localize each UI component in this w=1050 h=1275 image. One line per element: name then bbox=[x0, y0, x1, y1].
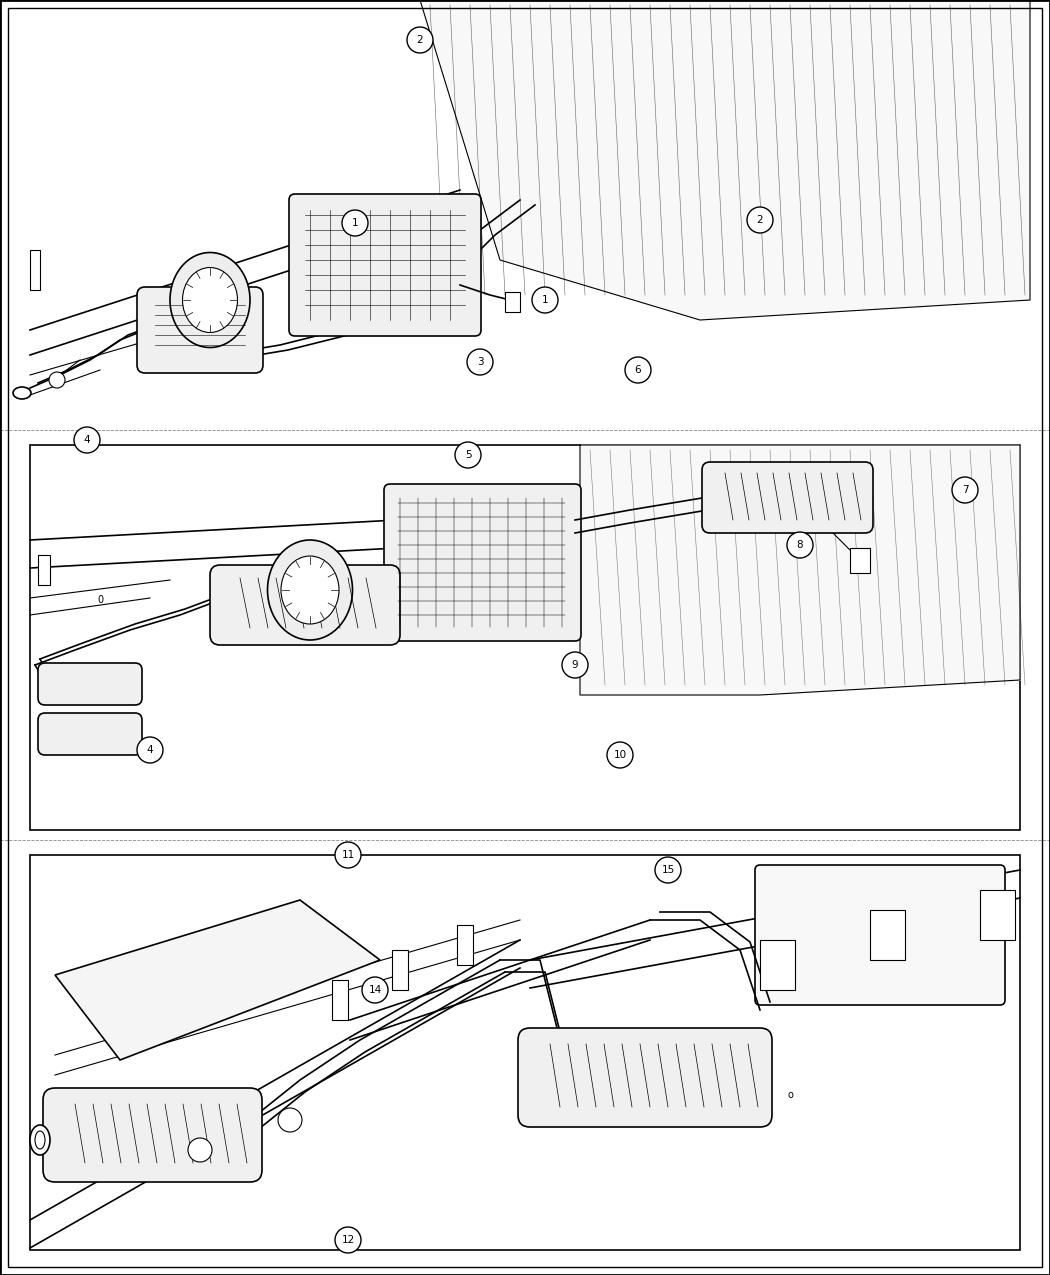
Bar bbox=[30, 250, 40, 289]
Circle shape bbox=[655, 857, 681, 884]
Circle shape bbox=[788, 532, 813, 558]
Text: 10: 10 bbox=[613, 750, 627, 760]
Bar bbox=[332, 980, 348, 1020]
Text: 9: 9 bbox=[571, 660, 579, 669]
Text: 4: 4 bbox=[84, 435, 90, 445]
FancyBboxPatch shape bbox=[289, 194, 481, 337]
Text: 0: 0 bbox=[97, 595, 103, 606]
Polygon shape bbox=[420, 0, 1030, 320]
Circle shape bbox=[74, 427, 100, 453]
Text: 2: 2 bbox=[417, 34, 423, 45]
FancyBboxPatch shape bbox=[702, 462, 873, 533]
FancyBboxPatch shape bbox=[755, 864, 1005, 1005]
Text: 1: 1 bbox=[542, 295, 548, 305]
Circle shape bbox=[362, 977, 388, 1003]
Circle shape bbox=[562, 652, 588, 678]
Ellipse shape bbox=[281, 556, 339, 623]
Text: 7: 7 bbox=[962, 484, 968, 495]
Ellipse shape bbox=[30, 1125, 50, 1155]
Text: 11: 11 bbox=[341, 850, 355, 861]
Text: 5: 5 bbox=[465, 450, 471, 460]
Circle shape bbox=[278, 1108, 302, 1132]
FancyBboxPatch shape bbox=[43, 1088, 262, 1182]
Circle shape bbox=[335, 1227, 361, 1253]
Bar bbox=[505, 292, 520, 312]
Circle shape bbox=[335, 842, 361, 868]
Text: 6: 6 bbox=[634, 365, 642, 375]
Circle shape bbox=[188, 1139, 212, 1162]
Bar bbox=[870, 910, 905, 960]
Text: 12: 12 bbox=[341, 1235, 355, 1244]
Polygon shape bbox=[580, 445, 1020, 695]
Ellipse shape bbox=[35, 1131, 45, 1149]
Text: 15: 15 bbox=[662, 864, 674, 875]
Circle shape bbox=[407, 27, 433, 54]
Text: 4: 4 bbox=[147, 745, 153, 755]
Polygon shape bbox=[55, 900, 380, 1060]
FancyBboxPatch shape bbox=[38, 663, 142, 705]
Ellipse shape bbox=[13, 388, 32, 399]
Circle shape bbox=[455, 442, 481, 468]
Bar bbox=[38, 555, 50, 585]
Ellipse shape bbox=[268, 541, 353, 640]
FancyBboxPatch shape bbox=[518, 1028, 772, 1127]
FancyBboxPatch shape bbox=[384, 484, 581, 641]
Circle shape bbox=[532, 287, 558, 312]
Circle shape bbox=[747, 207, 773, 233]
Circle shape bbox=[625, 357, 651, 382]
Bar bbox=[760, 940, 795, 989]
Bar bbox=[980, 890, 1015, 940]
FancyBboxPatch shape bbox=[38, 713, 142, 755]
Circle shape bbox=[952, 477, 978, 504]
Ellipse shape bbox=[170, 252, 250, 348]
Circle shape bbox=[49, 372, 65, 388]
Bar bbox=[30, 856, 1020, 1250]
Bar bbox=[392, 950, 408, 989]
FancyBboxPatch shape bbox=[136, 287, 262, 374]
Bar bbox=[850, 548, 870, 572]
Circle shape bbox=[607, 742, 633, 768]
Text: 2: 2 bbox=[757, 215, 763, 224]
Bar bbox=[30, 445, 1020, 830]
Text: o: o bbox=[788, 1090, 793, 1100]
Text: 3: 3 bbox=[477, 357, 483, 367]
Ellipse shape bbox=[183, 268, 237, 333]
Circle shape bbox=[342, 210, 368, 236]
Text: 8: 8 bbox=[797, 541, 803, 550]
Text: 1: 1 bbox=[352, 218, 358, 228]
FancyBboxPatch shape bbox=[210, 565, 400, 645]
Text: 14: 14 bbox=[369, 986, 381, 994]
Circle shape bbox=[136, 737, 163, 762]
Circle shape bbox=[467, 349, 493, 375]
Bar bbox=[457, 924, 472, 965]
